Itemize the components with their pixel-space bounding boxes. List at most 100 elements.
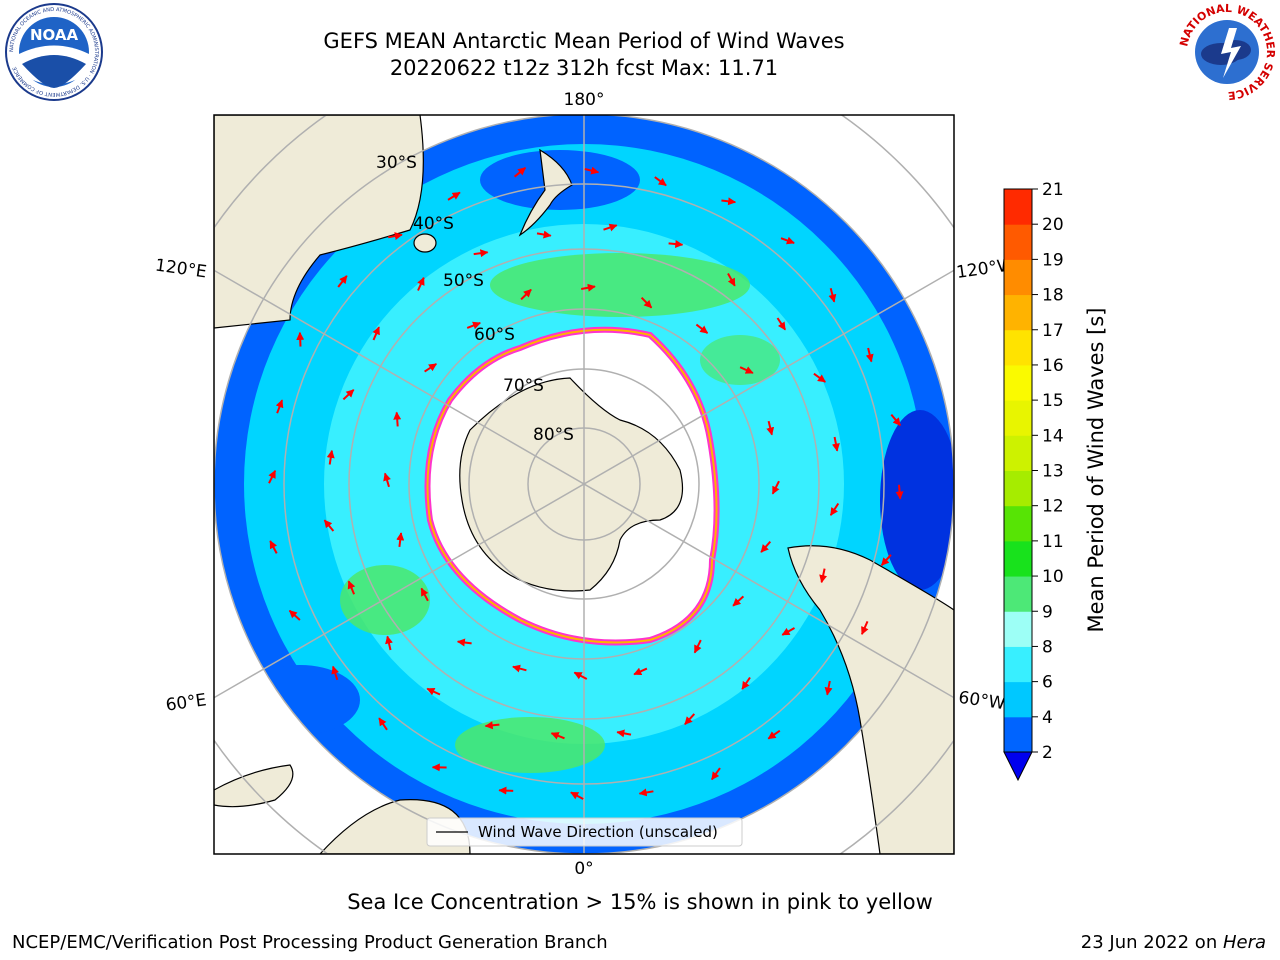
wind-arrow bbox=[378, 717, 388, 731]
colorbar: 2 4 6 8 9 10 11 12 13 14 15 16 17 18 19 20 21 bbox=[1003, 180, 1064, 782]
wind-arrow bbox=[732, 595, 745, 607]
wind-arrow bbox=[654, 176, 667, 187]
colorbar-tick-label: 11 bbox=[1042, 532, 1064, 552]
lat-label-40s: 40°S bbox=[413, 214, 454, 234]
colorbar-tick-label: 20 bbox=[1042, 215, 1064, 235]
colorbar-extend bbox=[1003, 751, 1033, 782]
new-zealand bbox=[518, 148, 573, 237]
footer-date-text: 23 Jun 2022 on bbox=[1080, 932, 1223, 953]
colorbar-segment bbox=[1004, 540, 1032, 577]
wind-arrow bbox=[342, 389, 355, 401]
colorbar-segment bbox=[1004, 294, 1032, 331]
colorbar-segment bbox=[1004, 189, 1032, 225]
wind-arrow bbox=[331, 665, 340, 681]
wind-arrow bbox=[895, 484, 904, 500]
wind-arrow bbox=[695, 323, 709, 334]
wind-arrow bbox=[880, 554, 892, 566]
colorbar-segment bbox=[1004, 364, 1032, 401]
wind-arrow bbox=[512, 664, 527, 673]
wind-arrow bbox=[269, 540, 278, 554]
wind-arrow bbox=[727, 273, 736, 287]
lat-label-50s: 50°S bbox=[443, 271, 484, 291]
wind-arrow bbox=[781, 627, 795, 636]
wind-arrow bbox=[326, 449, 335, 465]
wind-arrow bbox=[684, 713, 696, 725]
wind-arrow bbox=[819, 568, 828, 584]
lat-label-30s: 30°S bbox=[376, 153, 417, 173]
colorbar-tick-label: 19 bbox=[1042, 250, 1064, 270]
colorbar-tick-label: 2 bbox=[1042, 743, 1053, 763]
green-band-east bbox=[700, 335, 780, 385]
wind-arrow bbox=[498, 786, 514, 795]
nws-logo: NATIONAL WEATHER SERVICE bbox=[1177, 2, 1277, 102]
colorbar-segment bbox=[1004, 400, 1032, 436]
colorbar-segment bbox=[1004, 646, 1032, 683]
australia bbox=[214, 115, 424, 329]
wind-arrow bbox=[426, 687, 441, 696]
wind-arrow bbox=[721, 197, 737, 206]
lon-label-0: 0° bbox=[574, 859, 593, 879]
colorbar-segment bbox=[1004, 681, 1032, 718]
wind-arrow bbox=[456, 638, 472, 647]
wind-arrow bbox=[780, 236, 795, 245]
wind-arrow bbox=[860, 620, 869, 635]
wind-arrow bbox=[771, 480, 780, 495]
wind-arrow bbox=[388, 232, 403, 241]
madagascar bbox=[214, 764, 294, 808]
map-legend: Wind Wave Direction (unscaled) bbox=[426, 817, 743, 847]
colorbar-segment bbox=[1004, 611, 1032, 647]
wind-arrow bbox=[447, 191, 461, 201]
deep-patch-east bbox=[880, 410, 954, 590]
wind-arrow bbox=[668, 240, 684, 249]
sea-ice-note: Sea Ice Concentration > 15% is shown in … bbox=[347, 890, 933, 914]
wind-arrow bbox=[550, 732, 565, 740]
wind-arrow bbox=[813, 372, 826, 383]
wind-arrow bbox=[710, 767, 721, 781]
lat-label-60s: 60°S bbox=[474, 325, 515, 345]
wind-arrow bbox=[741, 676, 751, 690]
colorbar-segment bbox=[1004, 576, 1032, 612]
colorbar-tick-label: 16 bbox=[1042, 356, 1064, 376]
wind-arrow bbox=[828, 287, 837, 303]
wind-arrow bbox=[424, 363, 437, 373]
wind-arrow bbox=[288, 609, 301, 621]
colorbar-segment bbox=[1004, 505, 1032, 542]
colorbar-label: Mean Period of Wind Waves [s] bbox=[1084, 307, 1108, 633]
colorbar-segment bbox=[1004, 435, 1032, 471]
footer-credit: NCEP/EMC/Verification Post Processing Pr… bbox=[12, 932, 608, 953]
wind-arrow bbox=[473, 249, 489, 258]
wind-arrow bbox=[633, 667, 648, 676]
wind-arrow bbox=[347, 580, 356, 595]
wind-arrow bbox=[417, 276, 425, 291]
wind-arrow bbox=[829, 502, 840, 516]
wind-arrow bbox=[760, 540, 772, 553]
south-america bbox=[787, 545, 954, 854]
wind-arrow bbox=[323, 519, 335, 532]
plot-frame bbox=[213, 114, 955, 855]
colorbar-tick-label: 15 bbox=[1042, 391, 1064, 411]
lon-label-180: 180° bbox=[564, 90, 605, 110]
wind-arrow bbox=[393, 411, 402, 427]
lat-label-80s: 80°S bbox=[533, 425, 574, 445]
wind-arrow bbox=[581, 283, 596, 292]
lat-label-70s: 70°S bbox=[503, 376, 544, 396]
wind-arrow bbox=[466, 321, 481, 330]
colorbar-segment bbox=[1004, 259, 1032, 296]
wind-arrow bbox=[890, 413, 902, 427]
noaa-logo-text: NOAA bbox=[30, 26, 79, 44]
footer-date: 23 Jun 2022 on Hera bbox=[1081, 932, 1266, 953]
wind-arrow bbox=[766, 420, 775, 436]
legend-label: Wind Wave Direction (unscaled) bbox=[478, 823, 718, 841]
colorbar-tick-label: 8 bbox=[1042, 637, 1053, 657]
wind-arrow bbox=[268, 469, 277, 484]
wind-arrow bbox=[616, 729, 632, 738]
wind-arrow bbox=[420, 587, 429, 602]
wind-arrow bbox=[513, 167, 527, 178]
green-band-indian bbox=[340, 565, 430, 635]
wind-arrow bbox=[767, 729, 781, 740]
antarctica bbox=[459, 377, 684, 592]
colorbar-segment bbox=[1004, 329, 1032, 366]
wind-arrow bbox=[603, 223, 618, 232]
wind-arrow bbox=[831, 436, 840, 452]
